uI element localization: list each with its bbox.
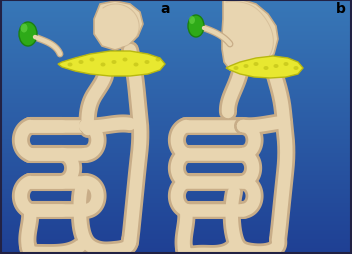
Polygon shape — [222, 0, 278, 73]
Text: b: b — [336, 2, 346, 16]
Ellipse shape — [133, 63, 138, 67]
Ellipse shape — [156, 58, 161, 62]
Ellipse shape — [20, 24, 27, 33]
Polygon shape — [226, 57, 303, 79]
Ellipse shape — [68, 63, 73, 67]
Ellipse shape — [294, 67, 298, 71]
Ellipse shape — [188, 16, 204, 38]
Ellipse shape — [145, 61, 150, 65]
Ellipse shape — [244, 65, 249, 69]
Ellipse shape — [101, 63, 106, 67]
Ellipse shape — [89, 58, 94, 62]
Polygon shape — [58, 52, 165, 77]
Text: a: a — [160, 2, 170, 16]
Ellipse shape — [78, 61, 83, 65]
Ellipse shape — [233, 67, 239, 71]
Ellipse shape — [264, 67, 269, 71]
Ellipse shape — [122, 58, 127, 62]
Ellipse shape — [253, 63, 258, 67]
Polygon shape — [94, 2, 143, 51]
Ellipse shape — [112, 61, 117, 65]
Ellipse shape — [274, 65, 278, 69]
Ellipse shape — [189, 17, 195, 25]
Ellipse shape — [19, 23, 37, 47]
Ellipse shape — [283, 63, 289, 67]
